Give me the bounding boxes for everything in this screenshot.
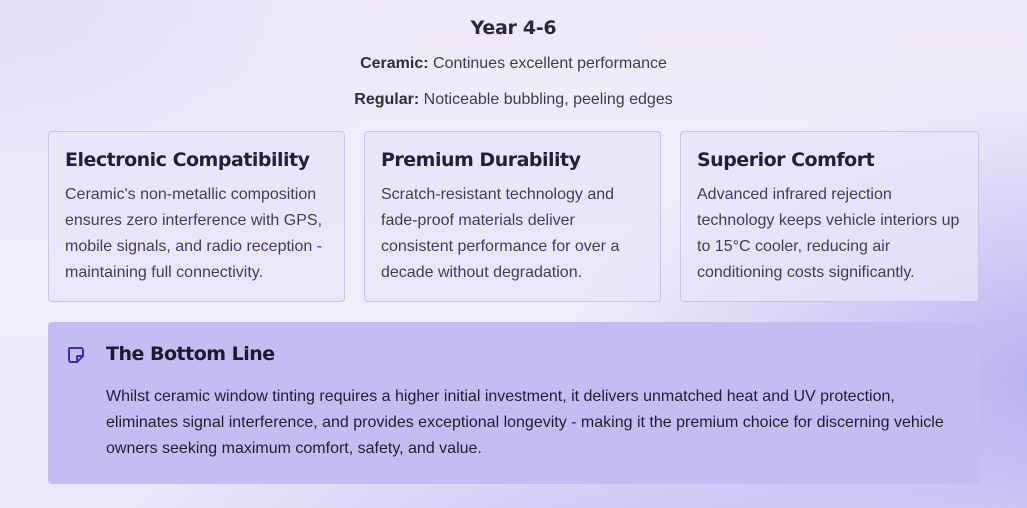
regular-label: Regular:	[354, 91, 420, 108]
card-title: Electronic Compatibility	[65, 149, 310, 171]
card-electronic-compatibility: Electronic Compatibility Ceramic's non-m…	[48, 131, 345, 302]
card-text: Scratch-resistant technology and fade-pr…	[381, 186, 620, 281]
benefit-cards: Electronic Compatibility Ceramic's non-m…	[48, 131, 979, 304]
card-text: Ceramic's non-metallic composition ensur…	[65, 186, 323, 281]
regular-text: Noticeable bubbling, peeling edges	[423, 91, 673, 108]
ceramic-text: Continues excellent performance	[433, 55, 667, 72]
card-premium-durability: Premium Durability Scratch-resistant tec…	[364, 131, 661, 302]
year-title: Year 4-6	[470, 17, 557, 39]
ceramic-status: Ceramic: Continues excellent performance	[0, 55, 1027, 73]
bottom-line-text: Whilst ceramic window tinting requires a…	[106, 388, 944, 457]
bottom-line-panel: The Bottom Line Whilst ceramic window ti…	[48, 322, 980, 484]
card-title: Superior Comfort	[697, 149, 875, 171]
regular-status: Regular: Noticeable bubbling, peeling ed…	[0, 91, 1027, 109]
ceramic-label: Ceramic:	[360, 55, 429, 72]
card-superior-comfort: Superior Comfort Advanced infrared rejec…	[680, 131, 979, 302]
bottom-line-title: The Bottom Line	[106, 343, 275, 365]
card-title: Premium Durability	[381, 149, 581, 171]
card-text: Advanced infrared rejection technology k…	[697, 186, 960, 281]
note-icon	[67, 346, 85, 364]
